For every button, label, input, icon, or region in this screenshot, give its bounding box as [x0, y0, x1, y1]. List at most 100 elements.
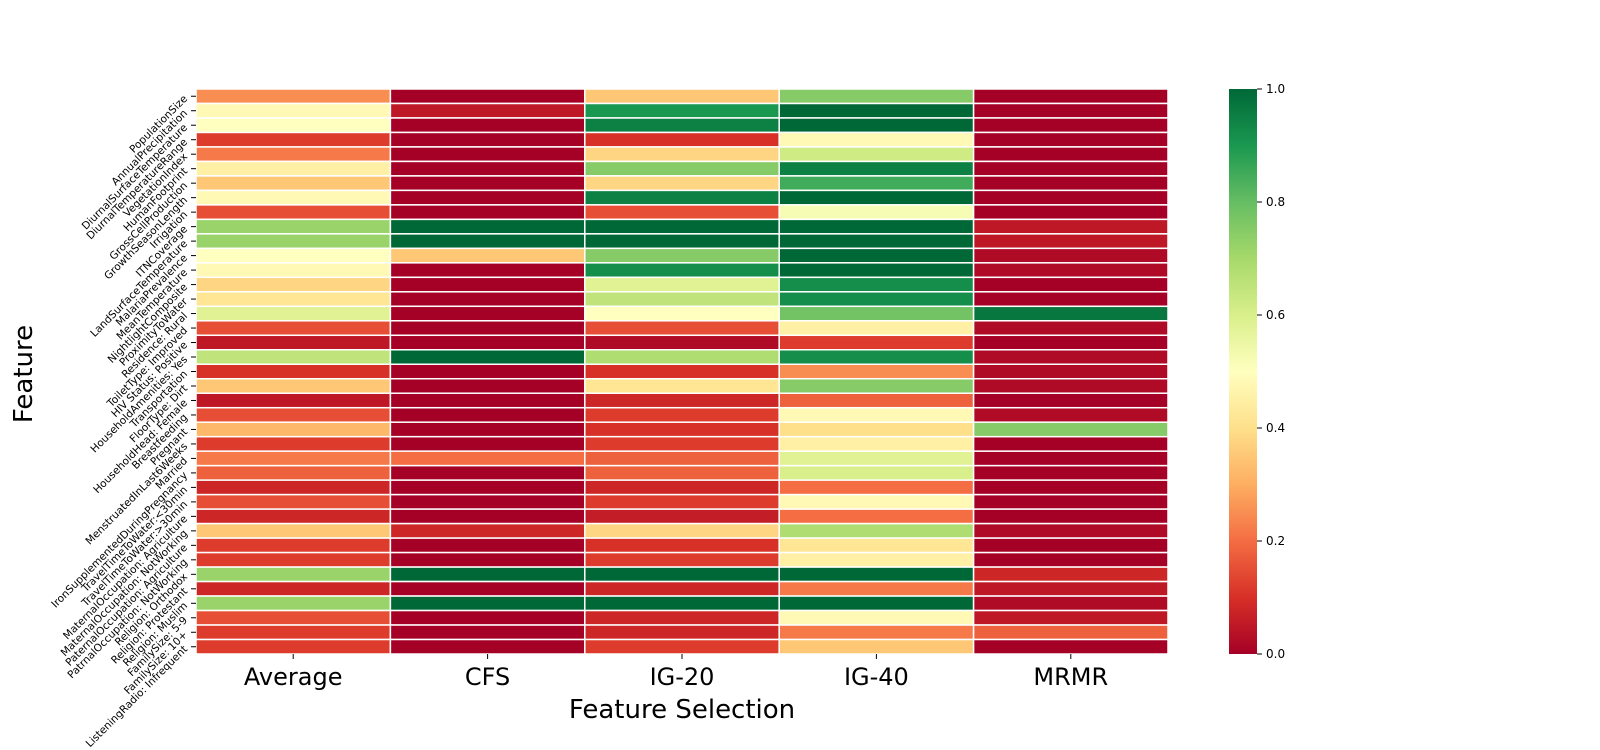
heatmap-cell	[584, 88, 780, 105]
heatmap-cell	[972, 218, 1169, 235]
heatmap-cell	[195, 349, 392, 366]
heatmap-cell	[389, 580, 586, 597]
heatmap-cell	[195, 247, 392, 264]
heatmap-cell	[584, 479, 780, 496]
heatmap-cell	[195, 479, 392, 496]
heatmap-cell	[972, 508, 1169, 525]
heatmap-cell	[778, 450, 975, 467]
heatmap-cell	[778, 363, 975, 380]
heatmap-cell	[389, 537, 586, 554]
heatmap-cell	[778, 377, 975, 394]
heatmap-cell	[972, 276, 1169, 293]
heatmap-cell	[195, 131, 392, 148]
heatmap-cell	[972, 88, 1169, 105]
heatmap-cell	[584, 175, 780, 192]
heatmap-cell	[778, 175, 975, 192]
heatmap-cell	[389, 218, 586, 235]
heatmap-cell	[972, 551, 1169, 568]
heatmap-cell	[972, 320, 1169, 337]
heatmap-cell	[389, 421, 586, 438]
heatmap-cell	[195, 204, 392, 221]
heatmap-cell	[195, 146, 392, 163]
heatmap-cell	[195, 595, 392, 612]
heatmap-cell	[584, 291, 780, 308]
heatmap-cell	[972, 204, 1169, 221]
heatmap-cell	[972, 102, 1169, 119]
heatmap-cell	[195, 334, 392, 351]
heatmap-cell	[584, 435, 780, 452]
heatmap-cell	[584, 204, 780, 221]
heatmap-cell	[584, 218, 780, 235]
heatmap-cell	[972, 566, 1169, 583]
heatmap-cell	[778, 595, 975, 612]
heatmap-cell	[584, 146, 780, 163]
heatmap-cell	[584, 305, 780, 322]
heatmap-cell	[778, 464, 975, 481]
colorbar-tick-label: 0.8	[1266, 195, 1285, 209]
heatmap-cell	[584, 450, 780, 467]
heatmap-cell	[195, 160, 392, 177]
heatmap-cell	[584, 609, 780, 626]
heatmap-cell	[972, 638, 1169, 655]
heatmap-cell	[195, 537, 392, 554]
heatmap-cell	[389, 363, 586, 380]
heatmap-cell	[195, 522, 392, 539]
heatmap-cell	[195, 377, 392, 394]
heatmap-cell	[972, 349, 1169, 366]
heatmap-cell	[778, 508, 975, 525]
heatmap-cell	[778, 305, 975, 322]
heatmap-cell	[972, 305, 1169, 322]
heatmap-cell	[584, 262, 780, 279]
heatmap-cell	[389, 508, 586, 525]
colorbar-tick-label: 0.0	[1266, 647, 1285, 661]
heatmap-cell	[584, 131, 780, 148]
heatmap-cell	[389, 609, 586, 626]
heatmap-cell	[389, 522, 586, 539]
heatmap-cell	[195, 493, 392, 510]
x-tick-label: CFS	[465, 663, 510, 691]
heatmap-cell	[389, 551, 586, 568]
heatmap-cell	[972, 377, 1169, 394]
heatmap-cell	[584, 537, 780, 554]
heatmap-cell	[195, 508, 392, 525]
heatmap-cell	[584, 421, 780, 438]
heatmap-cell	[972, 160, 1169, 177]
heatmap-cell	[584, 493, 780, 510]
heatmap-cell	[972, 450, 1169, 467]
heatmap-cell	[584, 595, 780, 612]
heatmap-cell	[584, 363, 780, 380]
heatmap-cell	[972, 537, 1169, 554]
heatmap-cell	[972, 131, 1169, 148]
heatmap-cell	[584, 580, 780, 597]
colorbar-tick-label: 1.0	[1266, 82, 1285, 96]
y-tick-labels: PopulationSizeAnnualPrecipitationDiurnal…	[49, 93, 196, 750]
heatmap-cell	[389, 450, 586, 467]
heatmap-cell	[972, 262, 1169, 279]
heatmap-cell	[195, 218, 392, 235]
heatmap-cell	[972, 392, 1169, 409]
heatmap-cell	[778, 638, 975, 655]
colorbar-ticks: 0.0 0.2 0.4 0.6 0.8 1.0	[1257, 82, 1285, 661]
heatmap-cell	[778, 320, 975, 337]
heatmap-cell	[972, 421, 1169, 438]
heatmap-cell	[778, 218, 975, 235]
heatmap-cell	[389, 566, 586, 583]
heatmap-cell	[584, 464, 780, 481]
heatmap-cell	[778, 146, 975, 163]
heatmap-cell	[778, 102, 975, 119]
heatmap-cell	[389, 638, 586, 655]
heatmap-cell	[778, 392, 975, 409]
heatmap-cell	[584, 320, 780, 337]
heatmap-cell	[972, 624, 1169, 641]
heatmap-cell	[195, 276, 392, 293]
x-tick-label: MRMR	[1033, 663, 1108, 691]
heatmap-cell	[389, 624, 586, 641]
heatmap-cell	[972, 363, 1169, 380]
heatmap-cell	[195, 363, 392, 380]
heatmap-cell	[584, 276, 780, 293]
heatmap-cell	[584, 566, 780, 583]
heatmap-cell	[389, 131, 586, 148]
heatmap-cell	[972, 464, 1169, 481]
colorbar-tick-label: 0.4	[1266, 421, 1285, 435]
heatmap-cell	[389, 146, 586, 163]
